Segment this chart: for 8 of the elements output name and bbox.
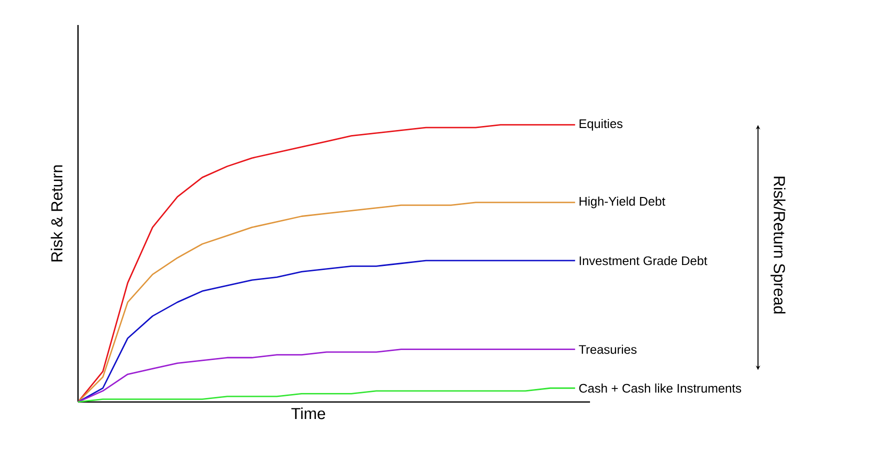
series-label: Investment Grade Debt <box>580 256 708 266</box>
series-label: Cash + Cash like Instruments <box>579 384 742 393</box>
series-label: High-Yield Debt <box>580 196 666 208</box>
series-label: Equities <box>580 118 622 131</box>
series-label: Treasuries <box>578 344 637 354</box>
y-axis-title: Risk & Return <box>50 165 62 262</box>
text: Risk/Return Spread <box>770 176 786 314</box>
x-axis-title: Time <box>291 408 326 420</box>
